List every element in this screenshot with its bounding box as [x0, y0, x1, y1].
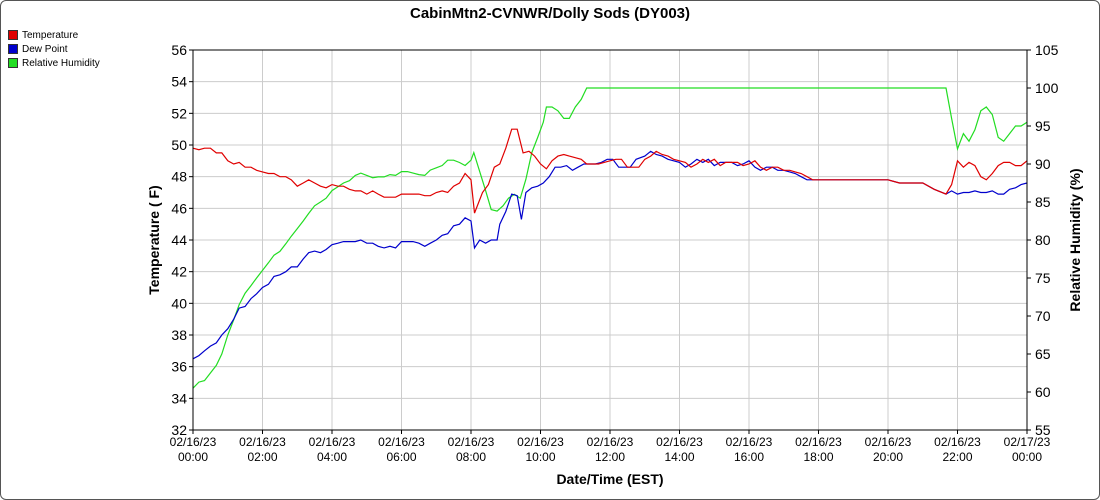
legend-swatch-dew-point	[8, 44, 18, 54]
legend-item-relative-humidity: Relative Humidity	[8, 56, 100, 70]
y2-tick-label: 60	[1035, 384, 1051, 400]
x-tick-time: 12:00	[595, 450, 625, 464]
y-tick-label: 54	[171, 74, 187, 90]
y2-tick-label: 95	[1035, 118, 1051, 134]
y2-tick-label: 85	[1035, 194, 1051, 210]
y-tick-label: 34	[171, 390, 187, 406]
y-tick-label: 50	[171, 137, 187, 153]
y-tick-label: 56	[171, 42, 187, 58]
legend-swatch-relative-humidity	[8, 58, 18, 68]
y-tick-label: 46	[171, 200, 187, 216]
x-tick-date: 02/16/23	[309, 435, 356, 449]
x-tick-date: 02/16/23	[517, 435, 564, 449]
x-tick-time: 00:00	[178, 450, 208, 464]
x-tick-time: 10:00	[525, 450, 555, 464]
y2-tick-label: 75	[1035, 270, 1051, 286]
legend-label-dew-point: Dew Point	[22, 43, 68, 55]
x-tick-time: 20:00	[873, 450, 903, 464]
y2-tick-label: 90	[1035, 156, 1051, 172]
legend-swatch-temperature	[8, 30, 18, 40]
x-tick-date: 02/16/23	[656, 435, 703, 449]
y-tick-label: 42	[171, 264, 187, 280]
legend-item-temperature: Temperature	[8, 28, 100, 42]
x-tick-time: 18:00	[803, 450, 833, 464]
x-tick-time: 22:00	[942, 450, 972, 464]
legend: Temperature Dew Point Relative Humidity	[8, 28, 100, 70]
x-tick-time: 02:00	[247, 450, 277, 464]
legend-label-temperature: Temperature	[22, 29, 79, 41]
y2-tick-label: 70	[1035, 308, 1051, 324]
x-tick-date: 02/16/23	[726, 435, 773, 449]
series-line-relative-humidity	[192, 87, 1028, 389]
y-tick-label: 32	[171, 422, 187, 438]
x-tick-date: 02/16/23	[170, 435, 217, 449]
y2-tick-label: 65	[1035, 346, 1051, 362]
y-axis-label: Temperature ( F)	[146, 185, 162, 294]
x-tick-time: 14:00	[664, 450, 694, 464]
x-tick-time: 04:00	[317, 450, 347, 464]
y2-axis-label: Relative Humidity (%)	[1067, 168, 1083, 311]
legend-label-relative-humidity: Relative Humidity	[22, 57, 100, 69]
x-tick-time: 06:00	[386, 450, 416, 464]
x-tick-date: 02/16/23	[934, 435, 981, 449]
y2-tick-label: 80	[1035, 232, 1051, 248]
x-tick-date: 02/16/23	[378, 435, 425, 449]
x-tick-date: 02/16/23	[865, 435, 912, 449]
series-line-temperature	[192, 128, 1028, 214]
x-tick-time: 00:00	[1012, 450, 1042, 464]
y2-tick-label: 100	[1035, 80, 1059, 96]
y-tick-label: 52	[171, 105, 187, 121]
grid	[192, 49, 1028, 431]
y-tick-label: 38	[171, 327, 187, 343]
y2-tick-label: 105	[1035, 42, 1059, 58]
x-tick-date: 02/16/23	[448, 435, 495, 449]
chart-title: CabinMtn2-CVNWR/Dolly Sods (DY003)	[410, 5, 690, 22]
x-axis-label: Date/Time (EST)	[556, 471, 663, 487]
x-tick-date: 02/16/23	[239, 435, 286, 449]
y-tick-label: 44	[171, 232, 187, 248]
x-tick-time: 16:00	[734, 450, 764, 464]
x-tick-date: 02/17/23	[1004, 435, 1051, 449]
legend-item-dew-point: Dew Point	[8, 42, 100, 56]
x-tick-date: 02/16/23	[795, 435, 842, 449]
y-tick-label: 48	[171, 169, 187, 185]
x-tick-date: 02/16/23	[587, 435, 634, 449]
y-tick-label: 36	[171, 359, 187, 375]
x-tick-time: 08:00	[456, 450, 486, 464]
series-layer	[192, 87, 1028, 389]
plot-border	[192, 49, 1028, 431]
y-tick-label: 40	[171, 295, 187, 311]
axes: 32 34 36 38 40 42 44 46 48 50 52 54 56 55 60 65 70 75 80 85…	[170, 42, 1059, 464]
y2-tick-label: 55	[1035, 422, 1051, 438]
